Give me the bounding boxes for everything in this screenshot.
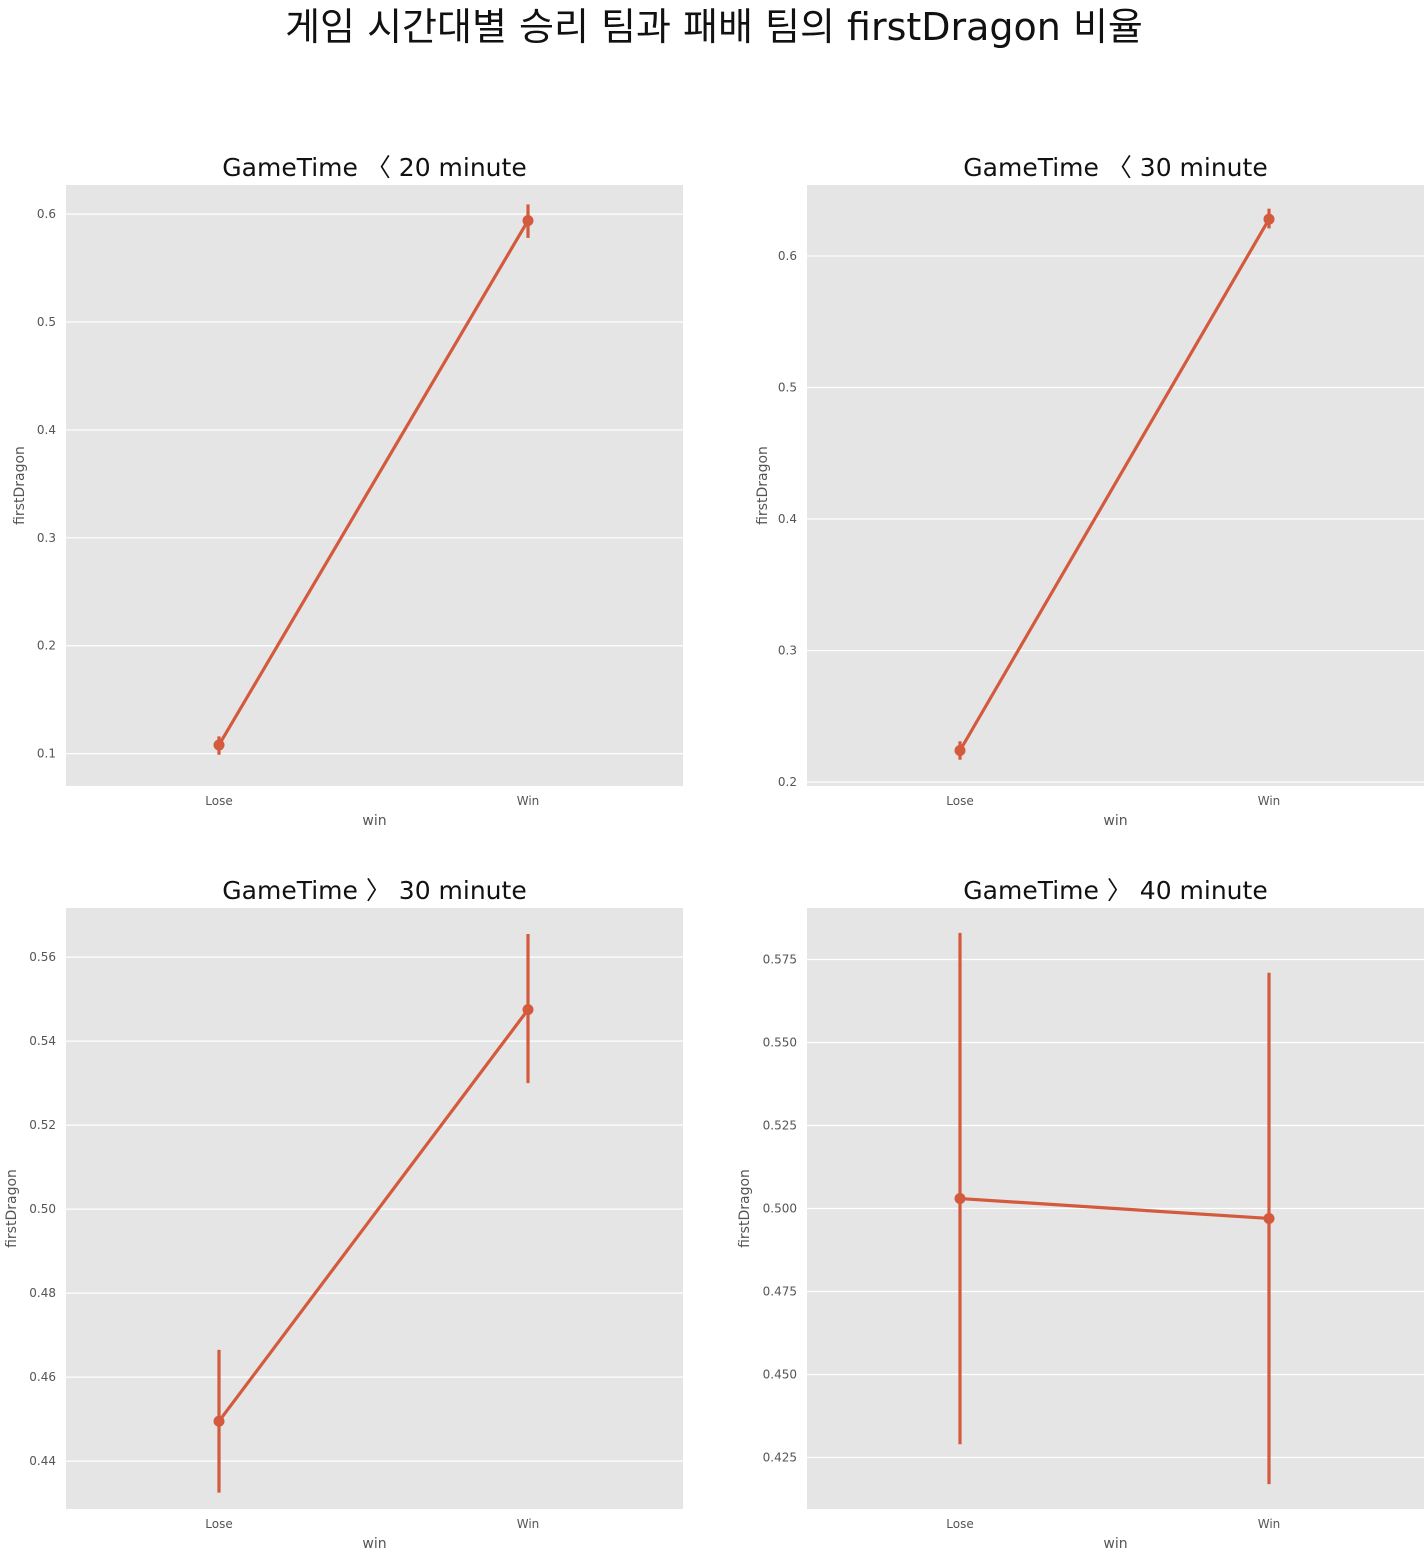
x-axis-label: win — [1103, 1536, 1127, 1552]
plot-area — [66, 908, 683, 1509]
y-tick-label: 0.46 — [29, 1370, 56, 1384]
series-line — [958, 217, 1271, 753]
y-tick-label: 0.2 — [37, 639, 56, 653]
x-tick-label: Lose — [946, 794, 973, 808]
panel-title: GameTime 〈 30 minute — [963, 153, 1267, 182]
y-tick-label: 0.2 — [778, 775, 797, 789]
x-axis-label: win — [362, 1536, 386, 1552]
y-tick-label: 0.52 — [29, 1118, 56, 1132]
x-tick-label: Win — [1258, 794, 1281, 808]
y-tick-label: 0.450 — [763, 1368, 797, 1382]
y-tick-label: 0.3 — [778, 644, 797, 658]
data-point — [213, 739, 225, 751]
data-point — [1263, 213, 1275, 225]
series-line — [217, 219, 530, 747]
series-line — [217, 1008, 530, 1423]
y-tick-label: 0.44 — [29, 1454, 56, 1468]
panel-1: 0.1 0.2 0.3 0.4 0.5 0.6 Lose Win win firstDragon G… — [12, 153, 683, 829]
y-tick-label: 0.54 — [29, 1034, 56, 1048]
y-tick-label: 0.50 — [29, 1202, 56, 1216]
y-tick-label: 0.6 — [778, 249, 797, 263]
y-tick-label: 0.475 — [763, 1285, 797, 1299]
y-tick-label: 0.48 — [29, 1286, 56, 1300]
x-tick-label: Win — [517, 794, 540, 808]
panel-title: GameTime 〈 20 minute — [222, 153, 526, 182]
x-axis-label: win — [1103, 813, 1127, 829]
y-tick-label: 0.56 — [29, 950, 56, 964]
data-point — [522, 1004, 534, 1016]
x-tick-label: Lose — [946, 1517, 973, 1531]
y-tick-label: 0.5 — [37, 315, 56, 329]
y-tick-label: 0.4 — [37, 423, 56, 437]
y-axis-label: firstDragon — [12, 446, 28, 525]
y-tick-label: 0.6 — [37, 207, 56, 221]
y-tick-label: 0.525 — [763, 1118, 797, 1132]
y-tick-label: 0.575 — [763, 952, 797, 966]
y-tick-label: 0.425 — [763, 1451, 797, 1465]
data-point — [522, 215, 534, 227]
data-point — [1263, 1212, 1275, 1224]
x-tick-label: Lose — [205, 794, 232, 808]
panel-4: 0.425 0.450 0.475 0.500 0.525 0.550 0.575 Lose W… — [737, 876, 1424, 1552]
y-tick-label: 0.3 — [37, 531, 56, 545]
y-axis-label: firstDragon — [4, 1169, 20, 1248]
series-line — [958, 1196, 1271, 1221]
x-axis-label: win — [362, 813, 386, 829]
data-point — [954, 744, 966, 756]
x-tick-label: Win — [517, 1517, 540, 1531]
data-point — [954, 1193, 966, 1205]
figure-suptitle: 게임 시간대별 승리 팀과 패배 팀의 firstDragon 비율 — [285, 5, 1143, 49]
y-tick-label: 0.550 — [763, 1035, 797, 1049]
panel-2: 0.2 0.3 0.4 0.5 0.6 Lose Win win firstDragon Game… — [755, 153, 1424, 829]
plot-area — [66, 185, 683, 786]
y-tick-label: 0.500 — [763, 1202, 797, 1216]
x-tick-label: Lose — [205, 1517, 232, 1531]
data-point — [213, 1415, 225, 1427]
y-tick-label: 0.5 — [778, 381, 797, 395]
x-tick-label: Win — [1258, 1517, 1281, 1531]
y-tick-label: 0.1 — [37, 747, 56, 761]
panel-title: GameTime 〉 40 minute — [963, 876, 1267, 905]
y-axis-label: firstDragon — [755, 446, 771, 525]
y-tick-label: 0.4 — [778, 512, 797, 526]
y-axis-label: firstDragon — [737, 1169, 753, 1248]
panel-title: GameTime 〉 30 minute — [222, 876, 526, 905]
panel-3: 0.44 0.46 0.48 0.50 0.52 0.54 0.56 Lose Win win fi… — [4, 876, 683, 1552]
